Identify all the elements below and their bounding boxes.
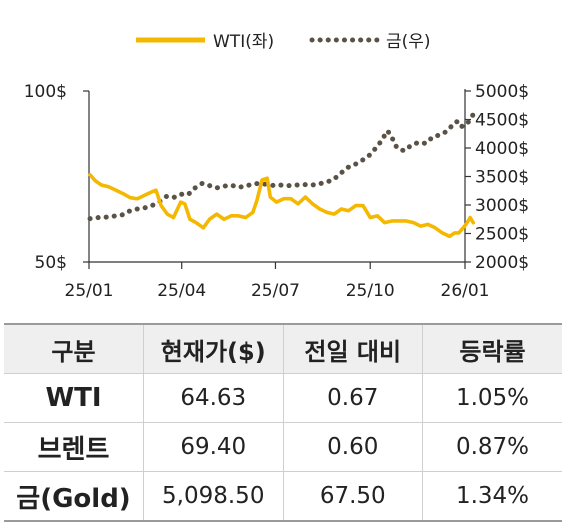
row-rate: 1.34%: [422, 471, 562, 522]
chart-area: 100$ 50$ 5000$ 4500$ 4000$ 3500$ 3000$ 2500$ 200…: [24, 32, 529, 301]
x-tick-label: 25/07: [251, 281, 300, 301]
row-change: 0.60: [282, 422, 423, 472]
legend-wti-label: WTI(좌): [213, 32, 274, 52]
row-rate: 0.87%: [422, 422, 562, 472]
y-right-tick-label: 5000$: [475, 82, 529, 102]
table-row: 금(Gold) 5,098.50 67.50 1.34%: [4, 471, 562, 522]
price-chart: 100$ 50$ 5000$ 4500$ 4000$ 3500$ 3000$ 2500$ 200…: [24, 32, 529, 301]
price-table: 구분 현재가($) 전일 대비 등락률 WTI 64.63 0.67 1.05%…: [4, 323, 562, 522]
table-row: 브렌트 69.40 0.60 0.87%: [4, 422, 562, 472]
y-right-tick-label: 2500$: [475, 225, 529, 245]
header-rate: 등락률: [422, 323, 562, 374]
y-right-tick-label: 3500$: [475, 168, 529, 188]
y-left-tick-label: 50$: [35, 253, 67, 273]
y-right-tick-label: 3000$: [475, 196, 529, 216]
y-right-tick-label: 2000$: [475, 253, 529, 273]
row-price: 64.63: [143, 373, 283, 423]
header-change: 전일 대비: [282, 323, 423, 374]
row-price: 69.40: [143, 422, 283, 472]
row-price: 5,098.50: [143, 471, 283, 522]
x-tick-label: 25/10: [346, 281, 395, 301]
x-tick-label: 25/04: [157, 281, 206, 301]
row-name: 금(Gold): [4, 471, 144, 522]
header-price: 현재가($): [143, 323, 283, 374]
row-change: 0.67: [282, 373, 423, 423]
y-right-tick-label: 4000$: [475, 139, 529, 159]
y-left-tick-label: 100$: [24, 82, 67, 102]
row-rate: 1.05%: [422, 373, 562, 423]
row-change: 67.50: [282, 471, 423, 522]
legend-gold-label: 금(우): [386, 32, 431, 52]
row-name: WTI: [4, 373, 144, 423]
wti-series-line: [88, 172, 476, 239]
header-category: 구분: [4, 323, 144, 374]
x-tick-label: 26/01: [441, 281, 490, 301]
y-right-tick-label: 4500$: [475, 111, 529, 131]
table-header-row: 구분 현재가($) 전일 대비 등락률: [4, 323, 562, 374]
row-name: 브렌트: [4, 422, 144, 472]
x-tick-label: 25/01: [65, 281, 114, 301]
table-row: WTI 64.63 0.67 1.05%: [4, 373, 562, 423]
gold-series-line: [87, 106, 479, 222]
